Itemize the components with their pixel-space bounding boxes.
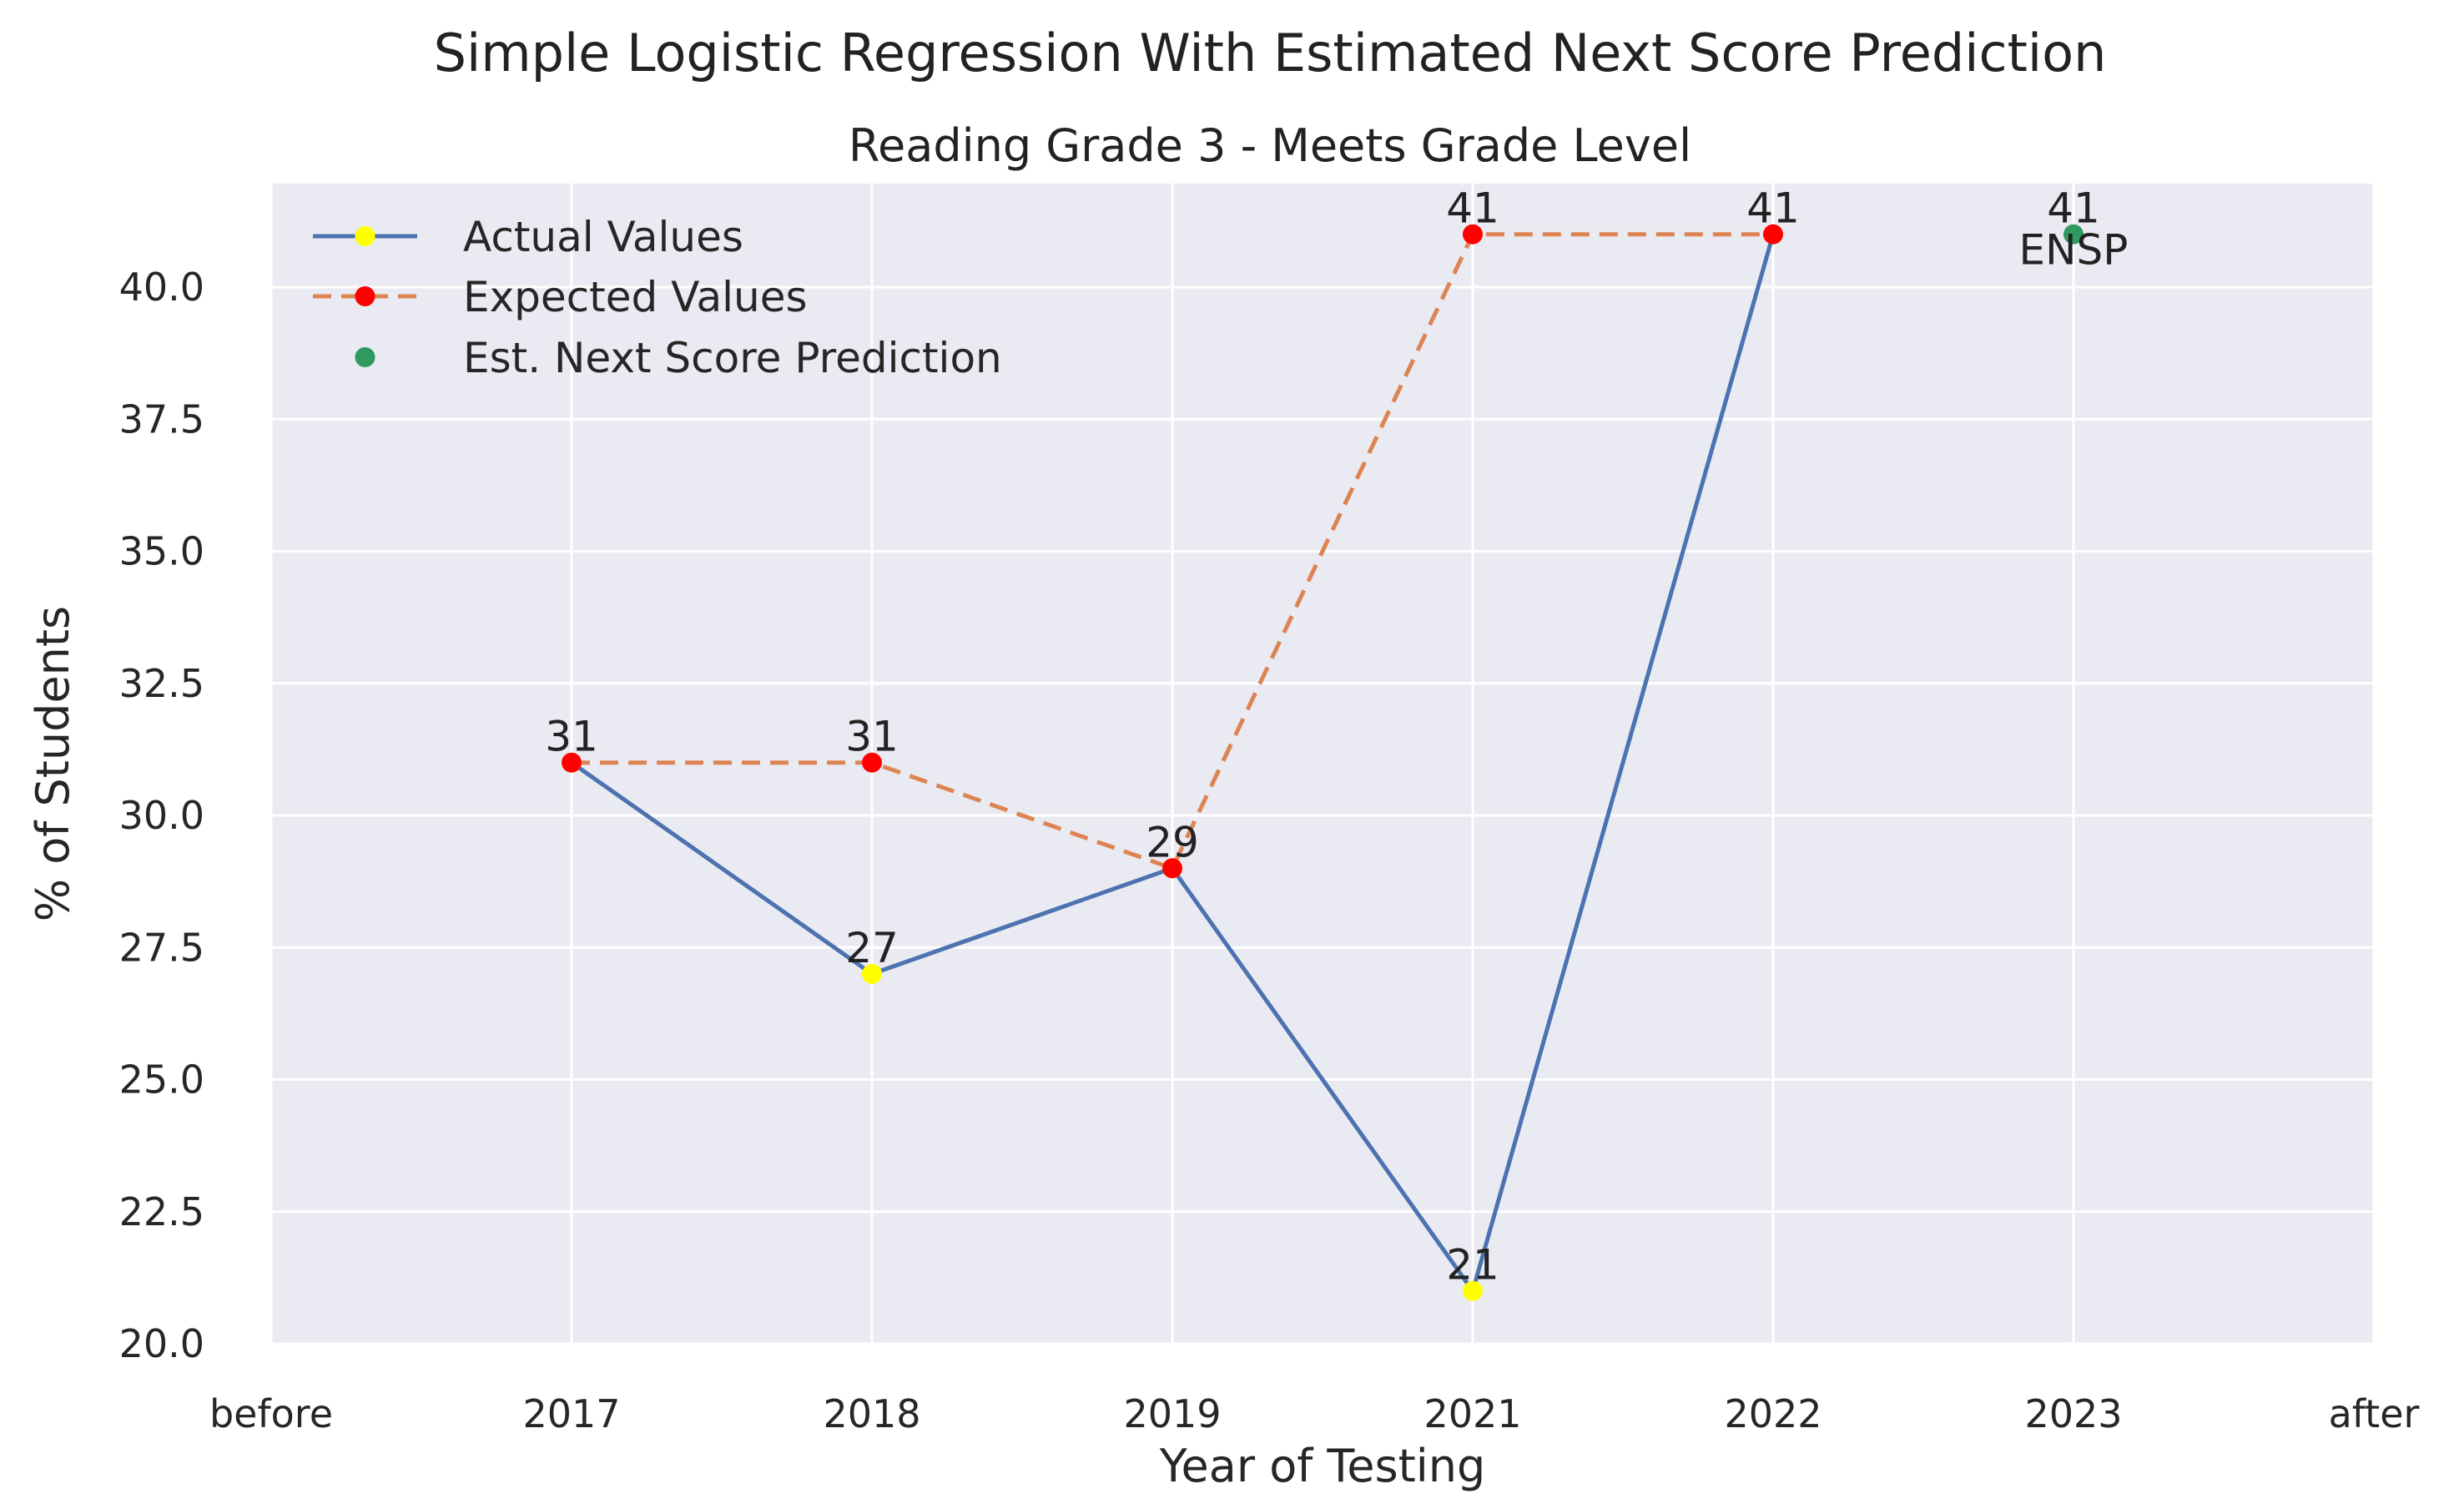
- y-tick-label: 20.0: [119, 1321, 204, 1366]
- legend-expected-label: Expected Values: [463, 273, 808, 321]
- legend: Actual Values Expected Values Est. Next Sc…: [313, 213, 1002, 382]
- expected-values-line: [572, 232, 1773, 871]
- chart-subtitle: Reading Grade 3 - Meets Grade Level: [849, 119, 1691, 172]
- data-label: 41: [2047, 184, 2100, 233]
- y-tick-label: 22.5: [119, 1189, 204, 1234]
- data-label: 31: [545, 713, 598, 761]
- y-tick-label: 32.5: [119, 661, 204, 706]
- x-tick-label: 2018: [823, 1391, 920, 1436]
- x-tick-label: before: [209, 1391, 333, 1436]
- legend-actual-label: Actual Values: [463, 213, 743, 261]
- x-tick-label: 2022: [1724, 1391, 1822, 1436]
- prediction-annotation: ENSP: [2019, 226, 2129, 275]
- legend-expected-marker: [355, 286, 375, 306]
- data-label: 41: [1746, 184, 1800, 233]
- actual-value-point: [1463, 1280, 1483, 1301]
- data-label: 41: [1446, 184, 1499, 233]
- x-tick-label: 2019: [1123, 1391, 1221, 1436]
- y-tick-label: 37.5: [119, 396, 204, 442]
- data-label: 29: [1146, 818, 1199, 866]
- y-tick-label: 25.0: [119, 1057, 204, 1103]
- chart-title: Simple Logistic Regression With Estimate…: [434, 23, 2107, 83]
- legend-prediction-marker: [355, 347, 375, 367]
- y-tick-label: 27.5: [119, 925, 204, 970]
- y-tick-label: 30.0: [119, 793, 204, 838]
- data-label: 27: [845, 924, 899, 972]
- x-tick-label: 2021: [1423, 1391, 1521, 1436]
- x-tick-labels: before 2017 2018 2019 2021 2022 2023 after: [209, 1391, 2420, 1436]
- y-axis-label: % of Students: [27, 606, 79, 921]
- plot-area: [271, 184, 2374, 1344]
- x-tick-label: after: [2329, 1391, 2420, 1436]
- y-tick-label: 35.0: [119, 529, 204, 574]
- data-label: 21: [1446, 1241, 1499, 1289]
- x-tick-label: 2017: [522, 1391, 620, 1436]
- data-label: 31: [845, 713, 899, 761]
- y-tick-label: 40.0: [119, 265, 204, 310]
- series-layer: [562, 224, 2084, 1301]
- x-axis-label: Year of Testing: [1159, 1440, 1486, 1492]
- expected-value-point: [562, 752, 582, 773]
- expected-value-point: [1763, 224, 1783, 245]
- actual-value-point: [862, 963, 882, 984]
- expected-value-point: [1463, 224, 1483, 245]
- expected-value-point: [862, 752, 882, 773]
- x-tick-label: 2023: [2024, 1391, 2122, 1436]
- legend-prediction-label: Est. Next Score Prediction: [463, 334, 1002, 382]
- legend-actual-marker: [355, 226, 375, 246]
- y-tick-labels: 20.0 22.5 25.0 27.5 30.0 32.5 35.0 37.5 40.0: [119, 265, 204, 1366]
- prediction-point: [2063, 224, 2084, 245]
- expected-value-point: [1162, 858, 1182, 879]
